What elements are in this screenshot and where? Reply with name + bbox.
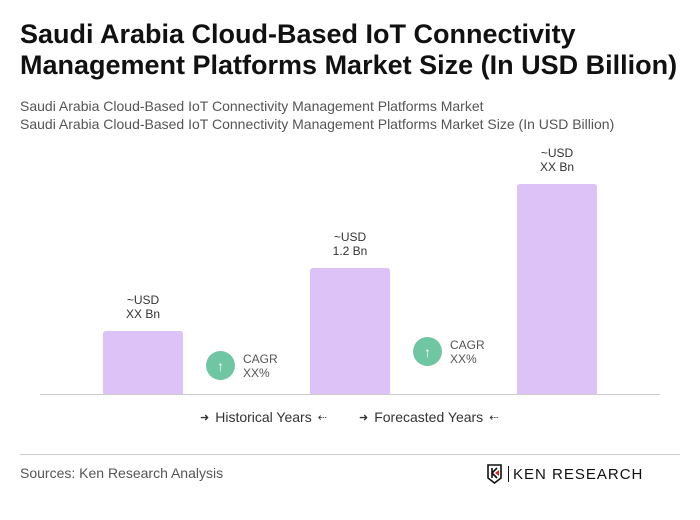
subtitle: Saudi Arabia Cloud-Based IoT Connectivit…	[20, 98, 484, 114]
bar	[310, 268, 390, 394]
arrow-left-icon: ⇠	[317, 411, 327, 424]
cagr-label: CAGR	[243, 351, 278, 366]
logo-text: KEN RESEARCH	[513, 465, 644, 483]
cagr-value: XX%	[450, 351, 477, 366]
source-text: Sources: Ken Research Analysis	[20, 465, 224, 481]
legend-historical: ➜ Historical Years ⇠	[200, 409, 327, 425]
page-title: Saudi Arabia Cloud-Based IoT Connectivit…	[20, 19, 678, 80]
arrow-up-icon: ↑	[413, 337, 442, 366]
data-label: ~USD XX Bn	[497, 146, 617, 174]
logo-divider	[508, 466, 509, 482]
legend-label: Forecasted Years	[374, 409, 484, 425]
arrow-up-icon: ↑	[206, 351, 235, 380]
bar	[517, 184, 597, 394]
cagr-label: CAGR	[450, 337, 485, 352]
data-label-line: XX Bn	[125, 307, 161, 321]
data-label-line: ~USD	[540, 146, 574, 160]
arrow-left-icon: ⇠	[489, 411, 499, 424]
ken-research-logo: KEN RESEARCH	[486, 464, 643, 484]
arrow-right-icon: ➜	[200, 411, 210, 424]
logo-mark-icon	[487, 464, 502, 484]
data-label-line: 1.2 Bn	[332, 244, 368, 258]
data-label: ~USD XX Bn	[83, 293, 203, 321]
data-label-line: ~USD	[333, 230, 367, 244]
cagr-badge: ↑ CAGR XX%	[206, 351, 278, 380]
data-label-line: XX Bn	[539, 160, 575, 174]
cagr-value: XX%	[243, 365, 270, 380]
cagr-text: CAGR XX%	[450, 338, 485, 366]
x-axis-line	[40, 394, 660, 395]
arrow-right-icon: ➜	[359, 411, 369, 424]
legend-forecasted: ➜ Forecasted Years ⇠	[359, 409, 498, 425]
data-label: ~USD 1.2 Bn	[290, 230, 410, 258]
legend-label: Historical Years	[215, 409, 312, 425]
bar	[103, 331, 183, 394]
cagr-badge: ↑ CAGR XX%	[413, 337, 485, 366]
footer-divider	[20, 454, 680, 455]
subtitle-secondary: Saudi Arabia Cloud-Based IoT Connectivit…	[20, 116, 615, 132]
data-label-line: ~USD	[126, 293, 160, 307]
cagr-text: CAGR XX%	[243, 352, 278, 380]
